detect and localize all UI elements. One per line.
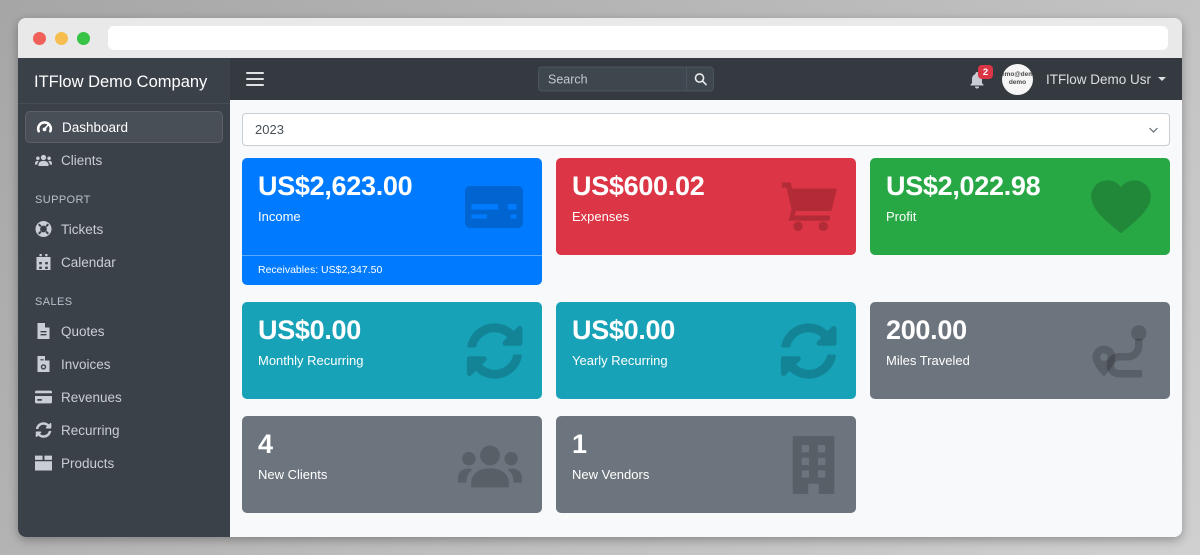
sidebar-item-label: Invoices xyxy=(61,356,111,372)
sidebar-item-recurring[interactable]: Recurring xyxy=(25,414,223,446)
chevron-down-icon xyxy=(1158,77,1166,81)
monthly-recurring-card[interactable]: US$0.00 Monthly Recurring xyxy=(242,302,542,399)
browser-window: ITFlow Demo Company Dashboard Clients SU… xyxy=(18,18,1182,537)
card-label: Income xyxy=(258,209,301,224)
browser-titlebar xyxy=(18,18,1182,58)
card-value: US$600.02 xyxy=(572,171,705,201)
sync-icon xyxy=(780,322,837,379)
search-button[interactable] xyxy=(686,66,714,92)
sidebar-brand[interactable]: ITFlow Demo Company xyxy=(18,58,230,104)
sidebar-item-invoices[interactable]: Invoices xyxy=(25,348,223,380)
sidebar-item-quotes[interactable]: Quotes xyxy=(25,315,223,347)
shopping-cart-icon xyxy=(782,182,837,231)
card-label: Monthly Recurring xyxy=(258,353,364,368)
notifications-button[interactable]: 2 xyxy=(969,65,993,89)
new-vendors-card[interactable]: 1 New Vendors xyxy=(556,416,856,513)
notification-badge: 2 xyxy=(977,65,993,79)
card-label: New Clients xyxy=(258,467,328,482)
sidebar-item-calendar[interactable]: Calendar xyxy=(25,246,223,278)
credit-card-icon xyxy=(465,186,523,228)
profit-card[interactable]: US$2,022.98 Profit xyxy=(870,158,1170,255)
route-icon xyxy=(1089,324,1151,378)
card-value: US$2,623.00 xyxy=(258,171,413,201)
users-icon xyxy=(35,152,52,168)
yearly-recurring-card[interactable]: US$0.00 Yearly Recurring xyxy=(556,302,856,399)
sidebar-item-label: Tickets xyxy=(61,221,104,237)
window-minimize-button[interactable] xyxy=(55,31,68,45)
sidebar-item-label: Products xyxy=(61,455,115,471)
sidebar-item-clients[interactable]: Clients xyxy=(25,144,223,176)
sync-icon xyxy=(466,322,523,379)
card-value: US$2,022.98 xyxy=(886,171,1041,201)
new-clients-card[interactable]: 4 New Clients xyxy=(242,416,542,513)
card-value: US$0.00 xyxy=(258,315,361,345)
sidebar-item-products[interactable]: Products xyxy=(25,447,223,479)
sidebar-item-tickets[interactable]: Tickets xyxy=(25,213,223,245)
dashboard-content: 2023 US$2,623.00 Income Receivables: US$… xyxy=(230,100,1182,537)
users-icon xyxy=(457,441,523,489)
income-card[interactable]: US$2,623.00 Income Receivables: US$2,347… xyxy=(242,158,542,285)
calendar-icon xyxy=(35,254,52,270)
card-value: 1 xyxy=(572,429,587,459)
sidebar-nav: Dashboard Clients SUPPORT Tickets Calend… xyxy=(18,104,230,486)
building-icon xyxy=(790,436,837,494)
card-label: Yearly Recurring xyxy=(572,353,668,368)
sync-icon xyxy=(35,422,52,438)
sidebar-item-revenues[interactable]: Revenues xyxy=(25,381,223,413)
file-alt-icon xyxy=(35,323,52,339)
expenses-card[interactable]: US$600.02 Expenses xyxy=(556,158,856,255)
search-input[interactable] xyxy=(538,66,686,92)
heart-icon xyxy=(1091,180,1151,234)
card-value: 200.00 xyxy=(886,315,967,345)
window-zoom-button[interactable] xyxy=(77,31,90,45)
user-name: ITFlow Demo Usr xyxy=(1045,71,1151,87)
box-icon xyxy=(35,455,52,471)
window-close-button[interactable] xyxy=(33,31,46,45)
user-menu[interactable]: ITFlow Demo Usr xyxy=(1046,72,1166,87)
search-icon xyxy=(694,73,707,86)
card-label: Expenses xyxy=(572,209,630,224)
file-invoice-dollar-icon xyxy=(35,356,52,372)
url-bar[interactable] xyxy=(108,26,1168,50)
card-footer: Receivables: US$2,347.50 xyxy=(242,255,542,285)
card-label: Miles Traveled xyxy=(886,353,970,368)
sidebar-item-label: Quotes xyxy=(61,323,105,339)
sidebar-item-dashboard[interactable]: Dashboard xyxy=(25,111,223,143)
year-select[interactable]: 2023 xyxy=(242,113,1170,146)
search-group xyxy=(538,66,714,92)
tachometer-icon xyxy=(36,119,53,135)
life-ring-icon xyxy=(35,221,52,237)
card-value: US$0.00 xyxy=(572,315,675,345)
miles-traveled-card[interactable]: 200.00 Miles Traveled xyxy=(870,302,1170,399)
top-navbar: 2 demo@demo demo ITFlow Demo Usr xyxy=(230,58,1182,100)
sidebar-item-label: Dashboard xyxy=(62,119,129,135)
sidebar: ITFlow Demo Company Dashboard Clients SU… xyxy=(18,58,230,537)
card-label: New Vendors xyxy=(572,467,650,482)
sidebar-item-label: Recurring xyxy=(61,422,120,438)
menu-toggle-icon[interactable] xyxy=(246,72,264,86)
sidebar-item-label: Revenues xyxy=(61,389,122,405)
sidebar-item-label: Calendar xyxy=(61,254,116,270)
card-value: 4 xyxy=(258,429,273,459)
credit-card-icon xyxy=(35,389,52,405)
sidebar-section-support: SUPPORT xyxy=(35,194,91,206)
sidebar-item-label: Clients xyxy=(61,152,103,168)
card-label: Profit xyxy=(886,209,917,224)
sidebar-section-sales: SALES xyxy=(35,296,73,308)
stat-cards-grid: US$2,623.00 Income Receivables: US$2,347… xyxy=(242,158,1170,513)
avatar[interactable]: demo@demo demo xyxy=(1001,63,1033,95)
